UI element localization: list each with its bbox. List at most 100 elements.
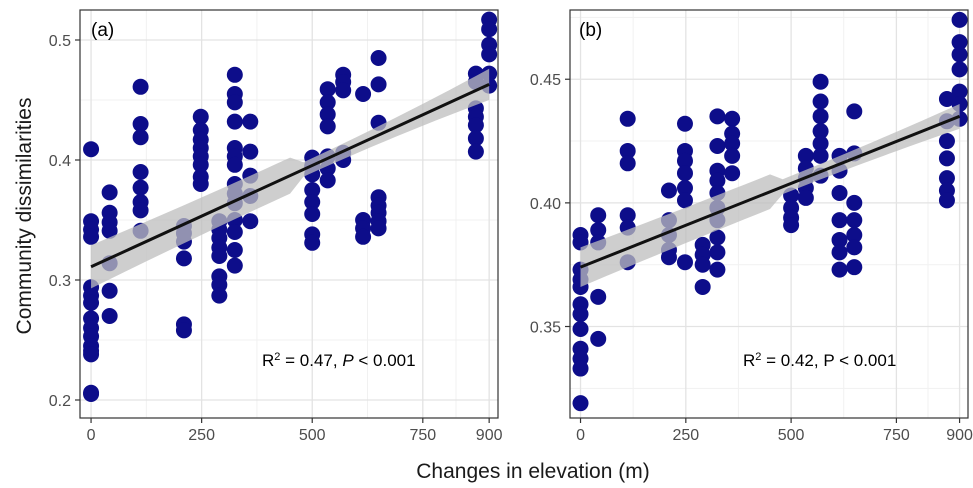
panel-a: 0 250 500 750 900 0.2 0.3 0.4 0.5 (a) R2 = 0.47, P… bbox=[49, 9, 503, 444]
data-point bbox=[242, 143, 259, 160]
x-tick-label: 0 bbox=[576, 427, 585, 444]
panel-label: (b) bbox=[579, 20, 602, 41]
data-point bbox=[660, 182, 677, 199]
data-point bbox=[467, 117, 484, 134]
data-point bbox=[226, 156, 243, 173]
y-tick-label: 0.5 bbox=[49, 33, 71, 50]
confidence-band bbox=[580, 103, 960, 287]
data-point bbox=[938, 133, 955, 150]
data-point bbox=[812, 93, 829, 110]
data-point bbox=[83, 228, 100, 245]
x-axis-label: Changes in elevation (m) bbox=[416, 460, 649, 483]
annotation-p-label: P bbox=[823, 351, 834, 370]
data-point bbox=[831, 184, 848, 201]
data-point bbox=[304, 182, 321, 198]
data-point bbox=[83, 346, 100, 363]
data-point bbox=[226, 224, 243, 240]
data-point bbox=[304, 206, 321, 222]
annotation-p-value: < 0.001 bbox=[354, 351, 416, 370]
data-point bbox=[951, 83, 968, 100]
annotation-r2-value: = 0.42, bbox=[761, 351, 823, 370]
data-point bbox=[783, 217, 800, 234]
data-point bbox=[724, 165, 741, 182]
data-point bbox=[846, 227, 863, 244]
data-point bbox=[335, 82, 352, 99]
panel-b: 0 250 500 750 900 0.35 0.40 0.45 (b) R2 = 0.42, P… bbox=[530, 9, 973, 444]
data-point bbox=[590, 222, 607, 239]
y-tick-label: 0.40 bbox=[530, 196, 561, 213]
data-point bbox=[846, 259, 863, 276]
data-point bbox=[676, 254, 693, 271]
x-tick-label: 900 bbox=[946, 427, 973, 444]
data-point bbox=[319, 172, 336, 189]
data-point bbox=[132, 164, 149, 180]
annotation-r2-sup: 2 bbox=[274, 351, 280, 363]
plot-background bbox=[80, 10, 498, 418]
data-point bbox=[211, 248, 228, 264]
data-point bbox=[938, 150, 955, 167]
annotation-r2-prefix: R bbox=[743, 351, 755, 370]
data-point bbox=[660, 249, 677, 266]
data-point bbox=[370, 220, 387, 237]
data-point bbox=[938, 170, 955, 187]
data-point bbox=[938, 91, 955, 108]
data-point bbox=[355, 228, 372, 245]
data-point bbox=[797, 147, 814, 164]
data-point bbox=[101, 282, 118, 299]
data-point bbox=[590, 330, 607, 347]
data-point bbox=[812, 147, 829, 164]
x-tick-label: 750 bbox=[409, 427, 436, 444]
data-point bbox=[812, 73, 829, 90]
data-point bbox=[226, 257, 243, 274]
data-point bbox=[938, 192, 955, 209]
data-point bbox=[192, 176, 209, 192]
data-point bbox=[242, 213, 259, 230]
data-point bbox=[132, 179, 149, 196]
data-point bbox=[226, 113, 243, 130]
x-tick-label: 500 bbox=[778, 427, 805, 444]
regression-line bbox=[90, 83, 490, 269]
annotation-r2-prefix: R bbox=[262, 351, 274, 370]
data-point bbox=[83, 141, 100, 158]
data-point bbox=[192, 156, 209, 173]
y-tick-label: 0.35 bbox=[530, 320, 561, 337]
data-point bbox=[370, 76, 387, 93]
data-point bbox=[101, 308, 118, 324]
data-point bbox=[355, 86, 372, 102]
data-point bbox=[846, 239, 863, 256]
data-point bbox=[319, 81, 336, 98]
data-point bbox=[590, 288, 607, 305]
data-point bbox=[319, 106, 336, 123]
x-tick-label: 250 bbox=[672, 427, 699, 444]
data-point bbox=[481, 46, 498, 63]
data-point bbox=[319, 118, 336, 135]
y-tick-label: 0.2 bbox=[49, 393, 71, 410]
data-point bbox=[132, 116, 149, 132]
data-point bbox=[192, 108, 209, 125]
data-point bbox=[812, 135, 829, 152]
data-point bbox=[467, 143, 484, 160]
x-tick-label: 250 bbox=[188, 427, 215, 444]
data-point bbox=[676, 180, 693, 197]
x-tick-label: 0 bbox=[87, 427, 96, 444]
data-point bbox=[619, 110, 636, 127]
data-point bbox=[797, 189, 814, 206]
y-axis-label: Community dissimilarities bbox=[13, 98, 36, 335]
x-tick-label: 900 bbox=[476, 427, 503, 444]
data-point bbox=[101, 184, 118, 201]
data-point bbox=[175, 250, 192, 267]
data-point bbox=[951, 34, 968, 51]
data-point bbox=[709, 108, 726, 125]
data-point bbox=[619, 142, 636, 159]
annotation-p-value: < 0.001 bbox=[834, 351, 896, 370]
data-point bbox=[319, 94, 336, 111]
data-point bbox=[709, 172, 726, 189]
data-point bbox=[572, 360, 589, 377]
plot-background bbox=[570, 10, 968, 418]
data-point bbox=[83, 294, 100, 311]
data-point bbox=[619, 207, 636, 224]
data-point bbox=[226, 66, 243, 83]
annotation-p-label: P bbox=[342, 351, 354, 370]
data-point bbox=[951, 61, 968, 78]
